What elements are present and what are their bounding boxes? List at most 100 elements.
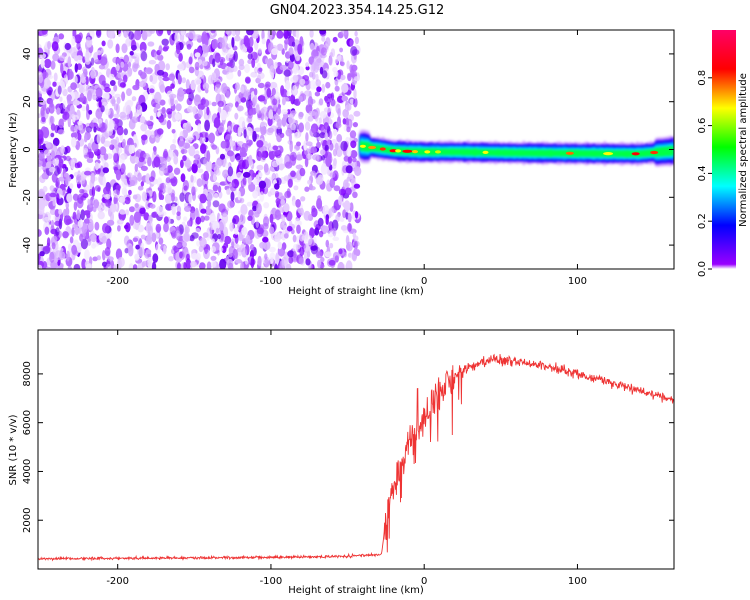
noise-speckle [156,128,164,135]
noise-speckle [202,136,206,143]
noise-speckle [47,40,52,50]
noise-speckle [143,153,151,159]
noise-speckle [212,184,219,192]
noise-speckle [256,140,264,148]
noise-speckle [88,222,94,231]
noise-speckle [247,59,253,65]
noise-speckle [96,30,102,38]
noise-speckle [120,173,126,182]
noise-speckle [128,263,134,269]
noise-speckle [56,107,61,115]
noise-speckle [191,186,196,196]
noise-speckle [178,52,183,62]
noise-speckle [128,55,133,63]
noise-speckle [342,108,350,118]
noise-speckle [237,190,241,201]
colorbar-tick-label: 0.2 [697,213,708,229]
noise-speckle [332,227,337,237]
noise-speckle [284,39,290,45]
noise-speckle [346,126,351,133]
noise-speckle [258,180,267,189]
noise-speckle [298,95,303,103]
noise-speckle [129,179,136,187]
noise-speckle [125,104,131,115]
noise-speckle [160,194,165,201]
noise-speckle [104,92,110,99]
noise-speckle [195,150,200,156]
noise-speckle [233,50,238,62]
noise-speckle [187,135,195,141]
noise-speckle [38,264,43,269]
noise-speckle [139,41,147,53]
x-tick-label: 0 [421,576,427,587]
noise-speckle [285,211,293,222]
noise-speckle [277,241,282,250]
snr-background [38,330,674,569]
noise-speckle [289,53,295,63]
noise-speckle [231,37,235,48]
noise-speckle [109,80,116,86]
noise-speckle [45,266,52,269]
noise-speckle [227,166,234,177]
spectrogram-x-label: Height of straight line (km) [288,286,424,297]
noise-speckle [59,96,63,102]
noise-speckle [166,108,173,115]
noise-speckle [226,49,234,59]
noise-speckle [243,129,247,139]
noise-speckle [189,234,195,242]
noise-speckle [199,131,208,138]
noise-speckle [218,191,223,199]
noise-speckle [194,78,202,86]
noise-speckle [269,65,275,76]
noise-speckle [101,80,107,86]
noise-speckle [261,38,266,45]
noise-speckle [290,170,296,178]
noise-speckle [307,115,314,122]
noise-speckle [55,227,60,236]
noise-speckle [184,159,192,167]
noise-speckle [104,193,111,200]
noise-speckle [208,132,215,144]
noise-speckle [215,80,221,89]
noise-speckle [68,68,73,80]
noise-speckle [152,253,159,263]
noise-speckle [102,176,107,188]
noise-speckle [280,206,285,213]
noise-speckle [175,103,182,112]
noise-speckle [133,63,140,69]
noise-speckle [155,243,161,254]
noise-speckle [319,30,326,35]
noise-speckle [82,144,88,156]
noise-speckle [250,51,258,61]
noise-speckle [271,160,279,168]
noise-speckle [124,196,131,205]
noise-speckle [349,202,354,213]
noise-speckle [163,45,170,50]
noise-speckle [292,234,297,243]
noise-speckle [256,203,262,215]
noise-speckle [195,252,201,261]
noise-speckle [205,205,212,216]
noise-speckle [215,159,222,169]
noise-speckle [41,172,47,180]
noise-speckle [58,158,64,168]
noise-speckle [169,178,177,184]
noise-speckle [320,263,325,269]
noise-speckle [43,78,51,89]
noise-speckle [140,123,148,132]
noise-speckle [286,263,292,269]
noise-speckle [256,150,263,162]
noise-speckle [338,195,343,206]
noise-speckle [221,82,228,94]
noise-speckle [274,231,282,243]
noise-speckle [270,125,277,132]
noise-speckle [103,153,109,161]
noise-speckle [119,154,125,164]
colorbar-tick-label: 0.0 [697,261,708,277]
noise-speckle [206,150,211,162]
noise-speckle [170,83,175,89]
noise-speckle [177,262,181,269]
noise-speckle [121,43,128,54]
noise-speckle [264,258,269,264]
noise-speckle [240,261,244,269]
